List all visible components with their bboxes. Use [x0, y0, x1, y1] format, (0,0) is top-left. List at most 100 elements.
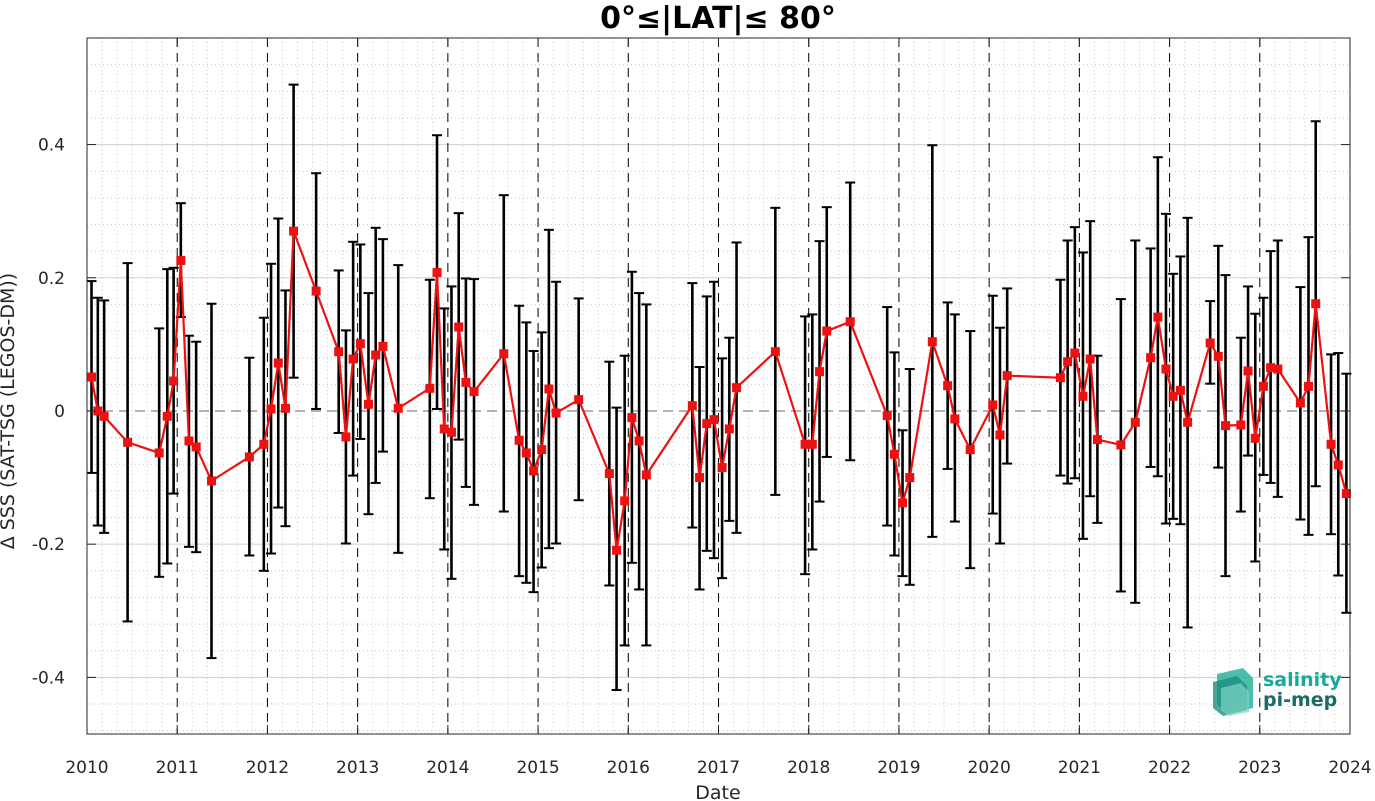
data-point-marker — [99, 411, 109, 421]
data-point-marker — [709, 415, 719, 425]
data-point-marker — [1168, 391, 1178, 401]
data-point-marker — [341, 432, 351, 442]
data-point-marker — [1183, 417, 1193, 427]
data-point-marker — [604, 469, 614, 479]
x-tick-label: 2018 — [787, 758, 830, 778]
data-point-marker — [950, 414, 960, 424]
data-point-marker — [687, 401, 697, 411]
data-point-marker — [280, 403, 290, 413]
data-point-marker — [822, 326, 832, 336]
data-point-marker — [1326, 439, 1336, 449]
data-point-marker — [889, 449, 899, 459]
data-point-marker — [1304, 381, 1314, 391]
data-point-marker — [348, 354, 358, 364]
y-tick-label: -0.4 — [32, 668, 65, 688]
axis-ticks — [86, 38, 1351, 734]
data-point-marker — [717, 463, 727, 473]
data-point-marker — [695, 473, 705, 483]
data-point-marker — [1341, 489, 1351, 499]
data-point-marker — [206, 476, 216, 486]
data-point-marker — [641, 470, 651, 480]
data-point-marker — [259, 439, 269, 449]
y-tick-label: 0.2 — [38, 269, 65, 289]
data-point-marker — [1153, 312, 1163, 322]
x-tick-label: 2012 — [246, 758, 289, 778]
data-point-marker — [943, 381, 953, 391]
data-point-marker — [454, 322, 464, 332]
data-point-marker — [311, 286, 321, 296]
data-point-marker — [1175, 385, 1185, 395]
data-point-marker — [154, 448, 164, 458]
data-point-marker — [927, 337, 937, 347]
data-point-marker — [425, 383, 435, 393]
data-point-marker — [724, 424, 734, 434]
data-point-marker — [1130, 417, 1140, 427]
data-point-marker — [499, 349, 509, 359]
x-tick-label: 2013 — [336, 758, 379, 778]
data-point-marker — [1295, 398, 1305, 408]
chart-title: 0°≤|LAT|≤ 80° — [600, 1, 836, 36]
data-point-marker — [123, 437, 133, 447]
data-point-marker — [266, 404, 276, 414]
data-point-marker — [544, 384, 554, 394]
data-point-marker — [988, 400, 998, 410]
data-point-marker — [529, 466, 539, 476]
data-point-marker — [1333, 460, 1343, 470]
data-point-marker — [1250, 433, 1260, 443]
data-point-marker — [191, 442, 201, 452]
data-point-marker — [446, 427, 456, 437]
data-point-marker — [461, 377, 471, 387]
data-point-marker — [87, 372, 97, 382]
data-point-marker — [1055, 373, 1065, 383]
data-point-marker — [537, 445, 547, 455]
data-point-marker — [612, 545, 622, 555]
data-point-marker — [1161, 364, 1171, 374]
x-tick-label: 2020 — [968, 758, 1011, 778]
data-point-marker — [514, 435, 524, 445]
data-point-marker — [355, 339, 365, 349]
data-point-marker — [244, 452, 254, 462]
x-tick-label: 2010 — [65, 758, 108, 778]
x-tick-label: 2024 — [1328, 758, 1371, 778]
data-point-marker — [371, 350, 381, 360]
data-point-marker — [521, 448, 531, 458]
series-markers — [87, 226, 1351, 555]
data-point-marker — [1243, 366, 1253, 376]
x-tick-label: 2017 — [697, 758, 740, 778]
data-point-marker — [1063, 357, 1073, 367]
data-point-marker — [574, 395, 584, 405]
y-tick-label: 0.4 — [38, 136, 65, 156]
x-axis-label: Date — [695, 782, 740, 801]
data-point-marker — [732, 383, 742, 393]
data-point-marker — [363, 399, 373, 409]
data-point-marker — [432, 267, 442, 277]
data-point-marker — [1002, 371, 1012, 381]
logo-text-salinity: salinity — [1263, 669, 1342, 691]
data-point-marker — [169, 376, 179, 386]
data-point-marker — [815, 367, 825, 377]
data-point-marker — [334, 347, 344, 357]
data-point-marker — [965, 445, 975, 455]
logo-text-pimep: pi-mep — [1263, 689, 1337, 711]
x-tick-label: 2016 — [607, 758, 650, 778]
data-point-marker — [1213, 351, 1223, 361]
x-tick-label: 2022 — [1148, 758, 1191, 778]
x-tick-label: 2015 — [516, 758, 559, 778]
x-tick-label: 2014 — [426, 758, 469, 778]
y-tick-labels: -0.4 -0.2 0 0.2 0.4 — [32, 136, 65, 689]
data-point-marker — [1205, 338, 1215, 348]
data-point-marker — [1078, 391, 1088, 401]
y-tick-label: -0.2 — [32, 535, 65, 555]
data-point-marker — [1146, 353, 1156, 363]
data-point-marker — [469, 387, 479, 397]
y-axis-label: Δ SSS (SAT-TSG (LEGOS-DM)) — [0, 273, 19, 549]
data-point-marker — [1273, 364, 1283, 374]
data-point-marker — [1070, 348, 1080, 358]
salinity-pimep-logo: salinity pi-mep — [1213, 668, 1342, 716]
x-tick-label: 2021 — [1058, 758, 1101, 778]
y-tick-label: 0 — [54, 402, 65, 422]
data-point-marker — [882, 411, 892, 421]
data-point-marker — [289, 226, 299, 236]
